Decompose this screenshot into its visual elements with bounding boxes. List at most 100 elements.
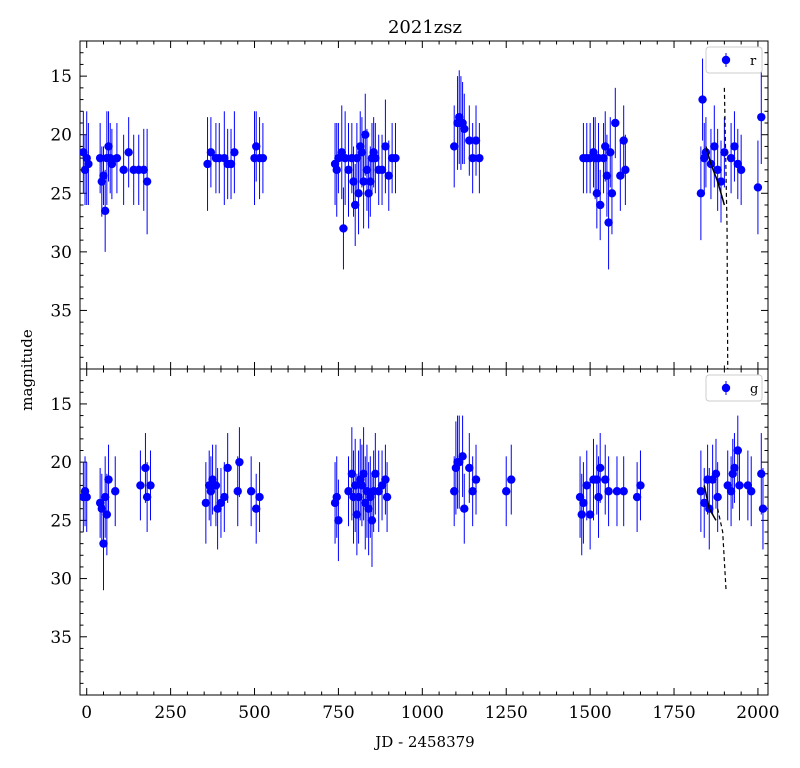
fit-line-dashed [723,87,729,369]
data-point [359,177,368,186]
data-point [142,177,152,186]
data-point [632,492,642,502]
data-point [112,153,122,163]
data-point [601,142,610,151]
data-point [595,463,605,473]
data-point [99,539,108,548]
y-tick-label: 30 [50,570,72,590]
data-point [334,516,343,525]
data-point [357,481,367,490]
data-point [139,165,148,175]
g-band-panel: 15 20 25 30 35 0 250 500 750 1000 1250 1500 1750 2000… [50,368,780,723]
data-point [367,516,377,525]
x-tick-label: 250 [154,703,186,723]
data-point [582,481,591,490]
data-point [602,171,612,180]
data-point [206,487,216,496]
data-point [713,492,722,502]
data-point [471,136,481,145]
x-axis-label: JD - 2458379 [373,733,474,751]
data-point [458,452,467,461]
data-point [220,492,229,502]
data-point [235,457,244,467]
data-layer [80,415,768,591]
data-point [735,481,744,490]
data-point [361,130,370,139]
data-point [100,206,110,216]
legend-marker [721,383,731,393]
y-tick-label: 20 [50,126,72,146]
data-point [371,153,380,163]
fit-line-solid [703,485,717,521]
data-point [757,112,766,122]
data-point [507,475,516,484]
data-point [223,463,232,473]
data-point [616,171,625,180]
data-point [465,136,474,145]
data-point [595,200,605,210]
data-point [612,487,622,496]
data-point [753,183,763,192]
data-point [141,463,150,473]
data-point [604,218,613,227]
data-point [206,148,216,157]
data-point [471,475,481,484]
data-point [359,469,368,478]
data-point [381,142,390,151]
data-point [391,153,400,163]
axes-frame [79,40,769,370]
data-point [621,165,630,175]
data-point [377,165,387,175]
data-point [351,481,360,490]
data-point [344,487,353,496]
data-point [107,159,117,169]
data-point [104,142,113,151]
data-point [711,469,721,478]
data-point [606,148,615,157]
axes-frame [79,368,769,696]
y-tick-label: 35 [50,628,72,648]
data-point [255,492,264,502]
data-point [384,171,393,180]
y-tick-label: 35 [50,301,72,321]
x-tick-label: 1750 [652,703,695,723]
data-point [347,469,357,478]
data-point [344,165,353,175]
data-point [332,492,341,502]
data-point [251,142,261,151]
x-tick-label: 1000 [401,703,444,723]
data-point [233,487,242,496]
x-tick-label: 1500 [568,703,611,723]
data-point [713,165,722,175]
data-point [366,177,375,186]
data-point [142,492,152,502]
data-point [102,510,112,519]
data-point [502,487,511,496]
y-tick-label: 25 [50,184,72,204]
data-point [468,487,477,496]
legend-label: r [750,54,757,69]
data-point [450,487,459,496]
data-point [97,504,107,513]
data-point [119,165,128,175]
data-point [698,95,707,104]
data-point [468,153,477,163]
data-point [349,177,358,186]
data-point [619,487,628,496]
data-point [100,492,110,502]
data-point [730,463,739,473]
data-point [382,492,392,502]
data-point [351,200,360,210]
data-point [230,148,239,157]
data-point [585,510,595,519]
data-point [95,153,105,163]
x-tick-label: 1250 [485,703,528,723]
data-point [251,504,261,513]
data-point [465,463,474,473]
data-point [592,475,602,484]
data-point [226,159,236,169]
data-point [700,498,709,508]
y-tick-label: 15 [50,395,72,415]
data-point [594,492,603,502]
